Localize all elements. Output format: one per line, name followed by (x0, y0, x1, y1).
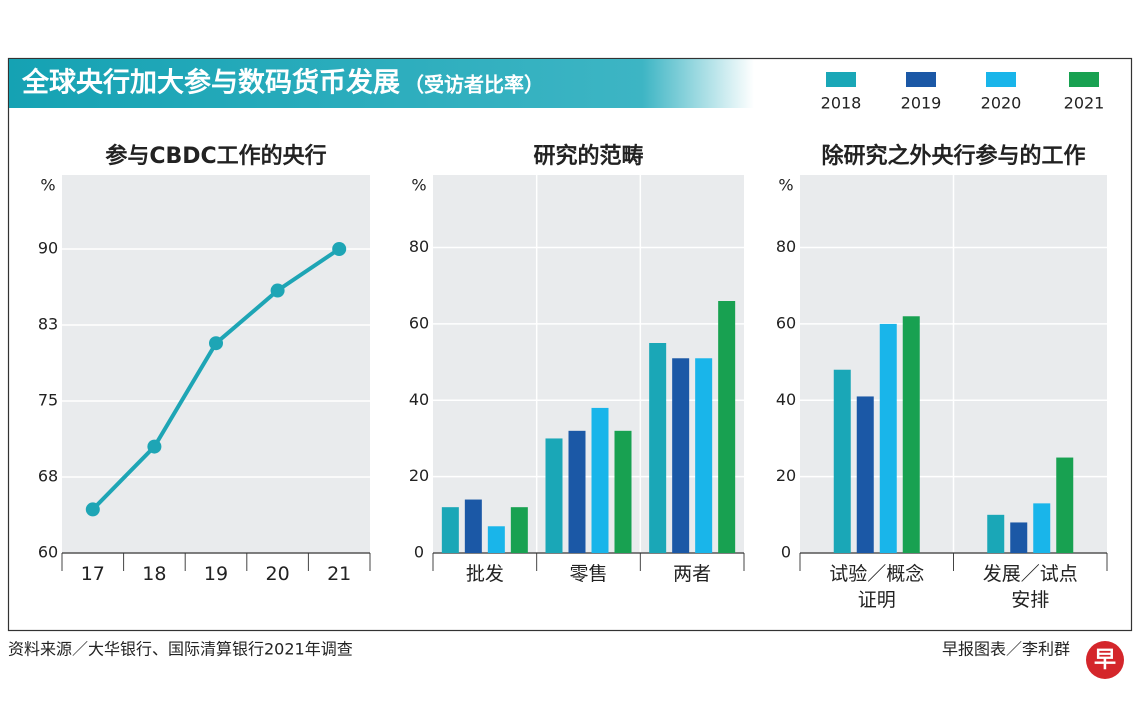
x-tick-label: 21 (327, 563, 352, 585)
y-unit: % (411, 176, 426, 195)
legend-label: 2021 (1064, 94, 1105, 113)
x-tick-label: 两者 (673, 563, 712, 585)
bar (568, 430, 586, 553)
bar (833, 369, 851, 553)
y-tick-label: 20 (776, 466, 796, 485)
subtitle: （受访者比率） (404, 73, 544, 97)
y-tick-label: 40 (409, 390, 429, 409)
bar (718, 301, 736, 553)
y-tick-label: 60 (776, 313, 796, 332)
y-tick-label: 68 (38, 466, 58, 485)
x-tick-label: 零售 (569, 563, 608, 585)
y-unit: % (40, 176, 55, 195)
legend-swatch (986, 72, 1016, 87)
source: 资料来源／大华银行、国际清算银行2021年调查 (8, 640, 353, 659)
point (85, 502, 100, 517)
bar (1056, 457, 1074, 553)
plot-background (433, 175, 744, 553)
y-tick-label: 75 (38, 390, 58, 409)
chart-title: 研究的范畴 (533, 143, 643, 169)
y-tick-label: 80 (776, 237, 796, 256)
y-tick-label: 60 (38, 543, 58, 562)
bar (987, 514, 1005, 553)
bar (441, 507, 459, 553)
frame (7, 57, 1133, 632)
bar (672, 358, 690, 553)
bar (1033, 503, 1051, 553)
x-tick-label: 18 (142, 563, 167, 585)
legend-swatch (826, 72, 856, 87)
y-tick-label: 83 (38, 314, 58, 333)
x-tick-label: 发展／试点安排 (982, 563, 1078, 611)
bar (591, 407, 609, 553)
x-tick-label: 19 (203, 563, 229, 585)
y-tick-label: 0 (414, 543, 424, 562)
bar (856, 396, 874, 553)
x-tick-label: 17 (80, 563, 105, 585)
bar (464, 499, 482, 553)
logo-circle (1086, 641, 1124, 679)
legend-label: 2019 (901, 94, 942, 113)
bar (614, 430, 632, 553)
credit: 早报图表／李利群 (942, 640, 1070, 659)
y-tick-label: 80 (409, 237, 429, 256)
y-tick-label: 40 (776, 390, 796, 409)
chart-title: 除研究之外央行参与的工作 (821, 143, 1085, 169)
x-tick-label: 20 (265, 563, 290, 585)
legend-label: 2018 (821, 94, 862, 113)
title-banner (9, 59, 754, 108)
legend-swatch (906, 72, 936, 87)
y-tick-label: 0 (781, 543, 791, 562)
legend-label: 2020 (981, 94, 1022, 113)
y-unit: % (778, 176, 793, 195)
point (209, 336, 223, 351)
bar (510, 507, 528, 553)
bar (649, 343, 667, 553)
x-tick-label: 批发 (465, 563, 504, 585)
point (147, 439, 162, 454)
bar (879, 323, 897, 553)
bar (902, 316, 920, 553)
y-tick-label: 20 (409, 466, 429, 485)
bar (545, 438, 563, 553)
title: 全球央行加大参与数码货币发展 (21, 67, 400, 99)
y-tick-label: 90 (38, 238, 58, 257)
y-tick-label: 60 (409, 313, 429, 332)
bar (1010, 522, 1028, 553)
point (270, 283, 285, 298)
logo: 早 (1094, 648, 1116, 673)
x-tick-label: 试验／概念证明 (829, 563, 925, 611)
bar (695, 358, 713, 553)
point (332, 241, 347, 256)
legend-swatch (1069, 72, 1099, 87)
chart-title: 参与CBDC工作的央行 (105, 143, 326, 169)
bar (487, 526, 505, 553)
